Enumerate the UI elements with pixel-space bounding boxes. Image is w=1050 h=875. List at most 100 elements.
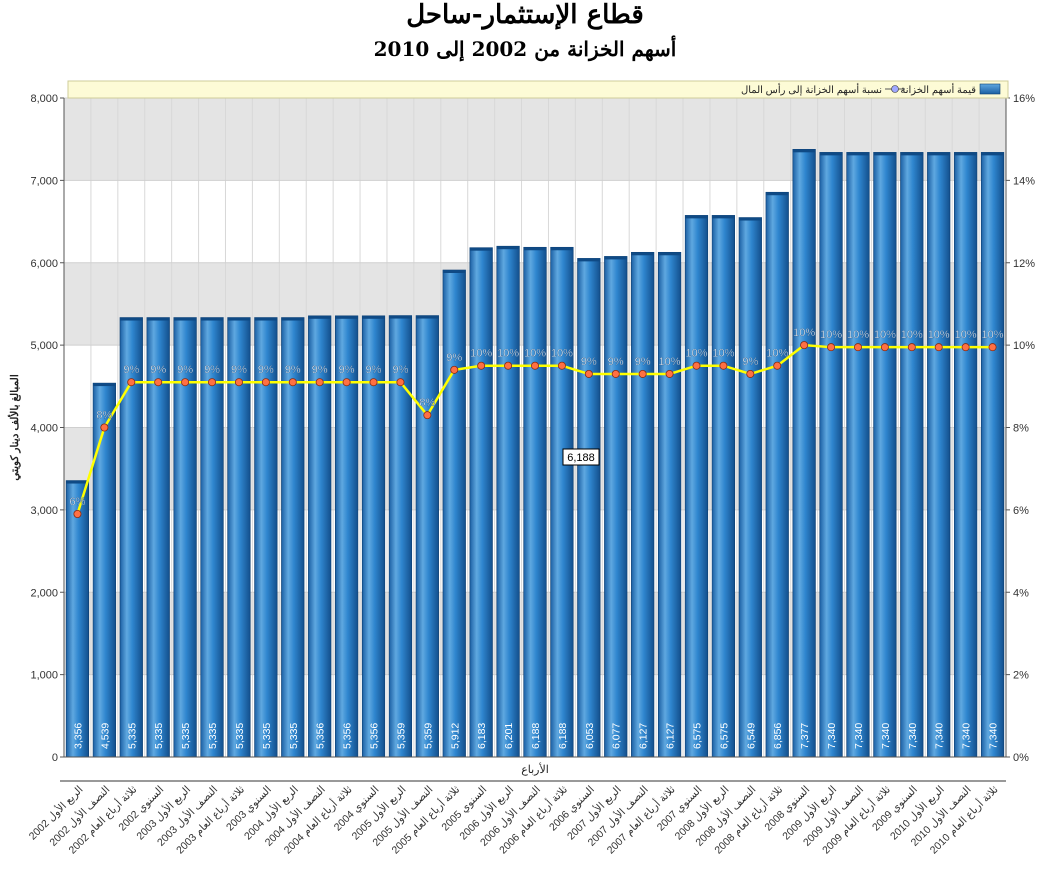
tooltip-box — [562, 448, 600, 466]
ratio-point — [611, 369, 620, 378]
bar-cap — [604, 256, 628, 260]
bar — [92, 382, 116, 758]
bar-cap — [227, 317, 251, 321]
ratio-label: 9% — [339, 364, 355, 376]
bar-cap — [442, 269, 466, 273]
bar-value-label: 7,340 — [934, 723, 946, 749]
bar — [792, 149, 816, 758]
bar-value-label: 5,356 — [369, 723, 381, 749]
ratio-point — [423, 411, 432, 420]
y-tick-label: 4,000 — [30, 423, 58, 435]
bar-cap — [792, 149, 816, 153]
bar-value-label: 5,912 — [449, 723, 461, 749]
bar-value-label: 6,183 — [476, 723, 488, 749]
bar-cap — [712, 215, 735, 219]
ratio-label: 10% — [497, 348, 519, 360]
ratio-point — [73, 509, 82, 518]
bar — [442, 269, 466, 758]
bar — [846, 152, 870, 758]
ratio-label: 9% — [258, 364, 274, 376]
y-tick-label: 1,000 — [30, 670, 58, 682]
ratio-label: 9% — [177, 364, 193, 376]
bar-cap — [523, 247, 547, 251]
chart-title: قطاع الإستثمار-ساحل — [406, 0, 644, 30]
y2-tick-label: 14% — [1013, 175, 1035, 187]
y-tick-label: 5,000 — [30, 340, 58, 352]
bar-cap — [469, 247, 493, 251]
bar-cap — [900, 152, 924, 156]
ratio-label: 10% — [712, 348, 734, 360]
bar-cap — [281, 317, 305, 321]
bar — [684, 215, 709, 758]
ratio-point — [692, 361, 701, 370]
bar — [980, 152, 1005, 758]
bar — [577, 258, 601, 758]
bar-value-label: 6,127 — [638, 723, 650, 749]
bar-value-label: 7,340 — [907, 723, 919, 749]
ratio-point — [450, 365, 459, 374]
ratio-label: 9% — [231, 364, 247, 376]
bar-value-label: 5,335 — [234, 723, 246, 749]
ratio-label: 9% — [446, 352, 462, 364]
bar-cap — [362, 315, 385, 319]
bar-cap — [93, 383, 116, 387]
bar-cap — [685, 215, 708, 219]
bar-value-label: 5,335 — [126, 723, 138, 749]
legend-line-label: نسبة أسهم الخزانة إلى رأس المال — [741, 83, 882, 96]
bar-cap — [200, 317, 224, 321]
bar — [523, 246, 547, 758]
ratio-label: 10% — [766, 348, 788, 360]
ratio-label: 10% — [901, 329, 923, 341]
bar — [873, 152, 897, 758]
bar-cap — [981, 152, 1004, 156]
bar-value-label: 7,340 — [988, 723, 1000, 749]
bar-value-label: 6,549 — [745, 723, 757, 749]
bar — [65, 480, 90, 758]
ratio-point — [773, 361, 782, 370]
ratio-point — [315, 378, 324, 387]
y-axis-title: المبالغ بالألف دينار كويتي — [7, 374, 22, 481]
bar-value-label: 5,335 — [207, 723, 219, 749]
ratio-label: 10% — [659, 356, 681, 368]
y2-tick-label: 8% — [1013, 423, 1029, 435]
ratio-point — [504, 361, 513, 370]
x-axis-title: الأرباع — [521, 762, 549, 776]
bar-value-label: 7,340 — [880, 723, 892, 749]
ratio-label: 9% — [392, 364, 408, 376]
bar-value-label: 5,335 — [261, 723, 273, 749]
bar-value-label: 5,356 — [342, 723, 354, 749]
bar-cap — [819, 152, 843, 156]
bar-cap — [389, 315, 412, 319]
y-tick-label: 6,000 — [30, 258, 58, 270]
ratio-label: 6% — [70, 496, 86, 508]
bar-cap — [496, 246, 520, 250]
y2-tick-label: 16% — [1013, 93, 1035, 105]
bar-cap — [66, 480, 89, 484]
bar-value-label: 5,335 — [180, 723, 192, 749]
bar — [415, 315, 439, 758]
ratio-point — [880, 343, 889, 352]
bar-value-label: 6,575 — [718, 723, 730, 749]
ratio-point — [638, 369, 647, 378]
bar-cap — [873, 152, 897, 156]
chart-subtitle: أسهم الخزانة من 2002 إلى 2010 — [373, 37, 677, 61]
tooltip-label: 6,188 — [567, 452, 595, 464]
ratio-label: 10% — [955, 329, 977, 341]
bar-cap — [550, 247, 574, 251]
ratio-point — [234, 378, 243, 387]
bar-cap — [658, 252, 681, 256]
bar — [711, 215, 736, 758]
y-tick-label: 8,000 — [30, 93, 58, 105]
bar-value-label: 6,053 — [584, 723, 596, 749]
y2-tick-label: 2% — [1013, 670, 1029, 682]
y2-tick-label: 6% — [1013, 505, 1029, 517]
ratio-label: 9% — [581, 356, 597, 368]
bar-value-label: 5,335 — [288, 723, 300, 749]
bar — [550, 246, 574, 758]
ratio-point — [665, 369, 674, 378]
bar-cap — [846, 152, 870, 156]
bar — [765, 191, 789, 758]
bar-value-label: 7,377 — [799, 723, 811, 749]
ratio-label: 9% — [204, 364, 220, 376]
